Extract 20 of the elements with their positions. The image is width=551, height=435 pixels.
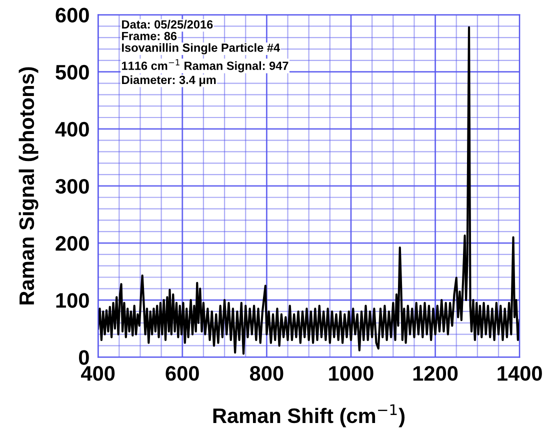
annotation: Data: 05/25/2016: [122, 20, 213, 29]
annotation: Isovanillin Single Particle #4: [122, 43, 280, 54]
annotation: Frame: 86: [122, 32, 177, 40]
x-tick-label: 1200: [413, 366, 458, 381]
y-tick-label: 300: [55, 178, 89, 194]
y-axis-title: Raman Signal (photons): [18, 67, 38, 304]
y-tick-label: 200: [56, 236, 89, 251]
x-tick-label: 1400: [498, 366, 542, 381]
y-tick-label: 0: [78, 350, 89, 365]
x-tick-label: 600: [166, 366, 199, 381]
y-tick-label: 400: [55, 122, 89, 137]
x-axis-title: Raman Shift (cm$^{−1}$): [213, 404, 405, 428]
y-tick-label: 600: [56, 8, 89, 23]
y-tick-label: 500: [56, 64, 89, 80]
x-tick-label: 400: [81, 366, 115, 381]
annotation: 1116 cm$^{−1}$ Raman Signal: 947: [122, 59, 288, 72]
annotation: Diameter: 3.4 μm: [122, 75, 216, 86]
x-tick-label: 800: [250, 366, 284, 381]
y-tick-label: 100: [56, 293, 89, 308]
x-tick-label: 1000: [329, 366, 374, 381]
